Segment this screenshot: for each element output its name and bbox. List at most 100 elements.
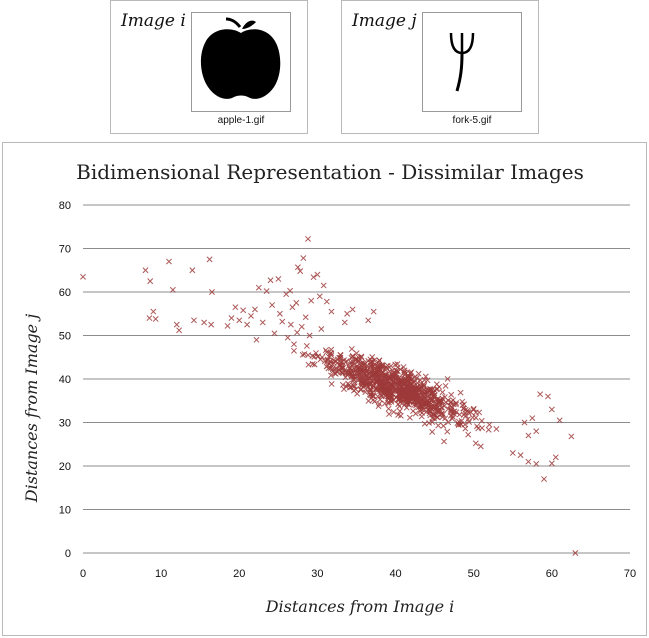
data-point xyxy=(419,400,426,407)
data-point xyxy=(267,277,274,284)
data-point xyxy=(448,391,455,398)
x-axis-title: Distances from Image i xyxy=(265,597,455,616)
data-point xyxy=(401,367,408,374)
data-point xyxy=(459,398,466,405)
data-point xyxy=(395,368,401,375)
data-point xyxy=(403,404,410,411)
data-point xyxy=(472,409,479,416)
data-point xyxy=(417,377,424,384)
data-point xyxy=(425,392,432,399)
data-point xyxy=(389,371,395,378)
data-point xyxy=(441,438,448,445)
data-point xyxy=(444,428,451,435)
data-point xyxy=(291,347,297,354)
chart-title: Bidimensional Representation - Dissimila… xyxy=(76,160,584,184)
data-point xyxy=(375,376,382,383)
data-point xyxy=(398,383,405,390)
data-point xyxy=(347,359,354,366)
data-point xyxy=(327,350,334,357)
data-point xyxy=(279,318,286,325)
data-point xyxy=(521,419,528,426)
data-point xyxy=(393,386,400,393)
data-point xyxy=(269,302,276,309)
data-point xyxy=(409,375,415,382)
data-point xyxy=(201,319,208,326)
data-point xyxy=(349,306,356,313)
data-point xyxy=(429,428,436,435)
data-point xyxy=(362,389,369,396)
data-point xyxy=(394,381,401,388)
data-point xyxy=(353,350,360,357)
data-point xyxy=(369,378,376,385)
data-point xyxy=(323,298,330,305)
scatter-plot: Bidimensional Representation - Dissimila… xyxy=(22,160,636,616)
data-point xyxy=(341,319,348,326)
data-point xyxy=(477,443,484,450)
data-point xyxy=(438,408,444,414)
x-tick-label: 20 xyxy=(233,568,245,580)
data-point xyxy=(354,357,361,364)
data-point xyxy=(370,393,377,400)
x-tick-label: 60 xyxy=(546,568,558,580)
data-point xyxy=(328,381,335,387)
data-point xyxy=(509,449,516,456)
data-point xyxy=(361,382,368,389)
data-point xyxy=(328,372,334,379)
data-point xyxy=(435,408,442,415)
data-point xyxy=(412,402,419,409)
data-point xyxy=(452,401,459,408)
data-point xyxy=(320,282,327,289)
data-point xyxy=(415,370,422,377)
y-tick-label: 20 xyxy=(59,461,71,473)
data-point xyxy=(325,365,332,372)
data-point xyxy=(353,369,360,376)
data-point xyxy=(431,387,438,394)
data-point xyxy=(351,383,358,390)
data-point xyxy=(365,370,372,377)
data-point xyxy=(486,421,493,428)
data-point xyxy=(332,370,339,377)
data-point xyxy=(361,361,368,368)
data-point xyxy=(311,361,318,368)
x-tick-label: 70 xyxy=(624,568,636,580)
data-point xyxy=(465,431,472,438)
data-point xyxy=(386,399,393,406)
data-point xyxy=(426,419,433,426)
data-point xyxy=(294,329,301,336)
data-point xyxy=(371,357,378,364)
x-tick-label: 50 xyxy=(468,568,480,580)
data-point xyxy=(413,389,420,396)
data-point xyxy=(150,308,157,315)
data-point xyxy=(348,370,355,377)
fork-icon xyxy=(449,32,475,92)
data-point xyxy=(228,315,235,322)
data-point xyxy=(552,454,559,461)
data-point xyxy=(568,433,575,440)
data-point xyxy=(248,312,254,319)
data-point xyxy=(343,383,349,390)
data-point xyxy=(308,297,315,304)
data-point xyxy=(358,382,365,389)
x-tick-label: 10 xyxy=(155,568,167,580)
y-tick-label: 70 xyxy=(59,244,71,256)
data-point xyxy=(374,364,381,371)
data-point xyxy=(387,393,394,400)
data-point xyxy=(405,382,412,389)
data-point xyxy=(385,379,392,386)
data-point xyxy=(541,476,547,483)
data-point xyxy=(421,420,428,427)
data-point xyxy=(411,379,418,386)
data-point xyxy=(386,411,393,417)
data-point xyxy=(339,381,346,388)
data-point xyxy=(300,255,307,262)
data-point xyxy=(166,258,172,265)
data-point xyxy=(419,406,426,413)
data-point xyxy=(388,395,395,402)
data-point xyxy=(301,351,308,357)
data-point xyxy=(412,410,419,417)
data-point xyxy=(328,308,335,315)
data-point xyxy=(287,287,294,294)
data-point xyxy=(240,307,247,314)
data-point xyxy=(344,372,351,379)
data-point xyxy=(426,408,433,414)
